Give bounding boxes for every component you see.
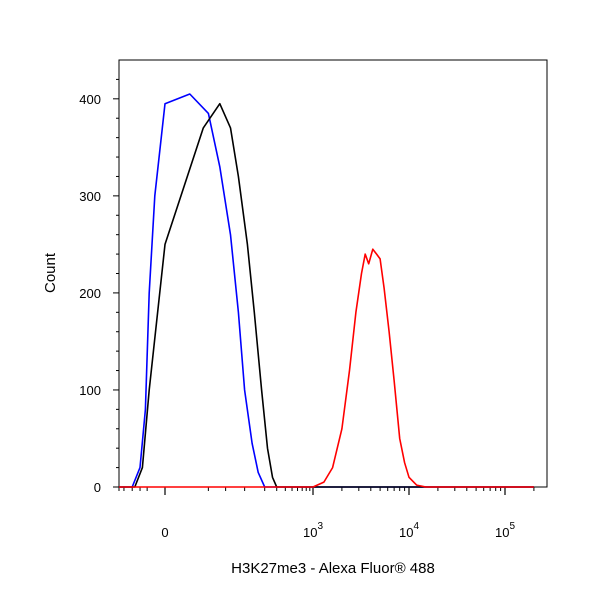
x-tick-label: 103 (303, 521, 323, 540)
y-tick-label: 400 (79, 92, 101, 107)
series-line-3 (119, 248, 534, 488)
x-tick-label: 105 (495, 521, 515, 540)
y-tick-label: 300 (79, 189, 101, 204)
series-layer (119, 93, 534, 488)
x-axis-title: H3K27me3 - Alexa Fluor® 488 (231, 560, 435, 577)
x-tick-label: 0 (161, 525, 168, 540)
y-tick-label: 0 (94, 480, 101, 495)
y-tick-label: 100 (79, 383, 101, 398)
x-tick-label: 104 (399, 521, 419, 540)
y-tick-label: 200 (79, 286, 101, 301)
ticks-layer (113, 78, 535, 495)
y-axis-title: Count (42, 252, 59, 293)
labels-layer: 0 100 200 300 400 0 103 104 105 (79, 92, 515, 540)
plot-frame (118, 59, 548, 488)
